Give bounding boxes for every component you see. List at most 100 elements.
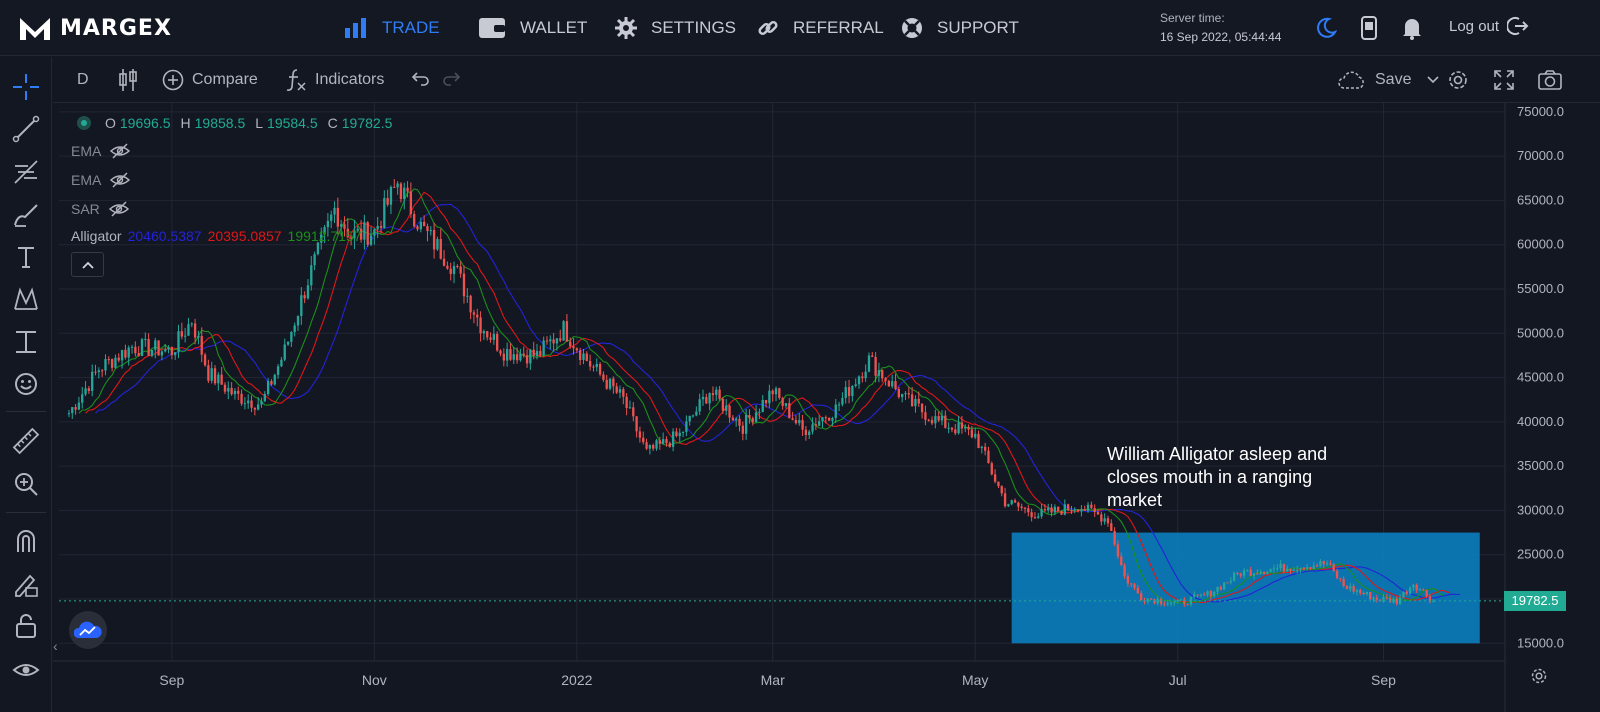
candle-body bbox=[940, 415, 944, 421]
ohlc-legend: O 19696.5 H 19858.5 L 19584.5 C 19782.5 bbox=[77, 115, 392, 131]
candle-body bbox=[778, 388, 781, 399]
hide-drawings-tool[interactable] bbox=[8, 652, 44, 688]
logout-button[interactable]: Log out bbox=[1449, 16, 1529, 36]
icons-tool[interactable] bbox=[8, 366, 44, 402]
candle-body bbox=[1312, 565, 1315, 569]
undo-button[interactable] bbox=[409, 65, 429, 95]
save-button[interactable]: Save bbox=[1337, 65, 1440, 95]
tradingview-logo[interactable] bbox=[69, 611, 107, 649]
candle-body bbox=[363, 222, 366, 240]
eye-hidden-icon[interactable] bbox=[108, 200, 130, 218]
indicator-ema-2[interactable]: EMA bbox=[71, 171, 131, 189]
nav-settings[interactable]: SETTINGS bbox=[615, 14, 736, 42]
chart-canvas[interactable]: 15000.020000.025000.030000.035000.040000… bbox=[53, 103, 1600, 712]
screenshot-button[interactable] bbox=[1537, 65, 1563, 95]
lifebuoy-icon bbox=[902, 18, 922, 38]
text-tool[interactable] bbox=[8, 239, 44, 275]
magnet-tool[interactable] bbox=[8, 523, 44, 559]
price-tick-label: 45000.0 bbox=[1517, 370, 1564, 385]
alligator-jaw-line bbox=[95, 203, 1460, 603]
eye-hidden-icon[interactable] bbox=[109, 171, 131, 189]
notifications-button[interactable] bbox=[1398, 14, 1426, 42]
chart-scale-settings-button[interactable] bbox=[1529, 666, 1551, 688]
candle-body bbox=[818, 421, 821, 426]
interval-button[interactable]: D bbox=[77, 65, 89, 95]
redo-button[interactable] bbox=[443, 65, 463, 95]
zoom-in-icon bbox=[15, 473, 38, 496]
ruler-tool[interactable] bbox=[8, 423, 44, 459]
candle-body bbox=[499, 350, 502, 354]
candle-body bbox=[738, 418, 741, 426]
candle-body bbox=[110, 359, 114, 368]
candle-body bbox=[492, 333, 496, 340]
candle-body bbox=[618, 389, 622, 393]
candle-body bbox=[565, 321, 569, 342]
margex-logo[interactable]: MARGEX bbox=[18, 10, 172, 46]
candle-body bbox=[977, 433, 980, 449]
toolbar-collapse-arrow[interactable]: ‹ bbox=[53, 638, 58, 654]
candle-body bbox=[1120, 556, 1123, 566]
candle-body bbox=[1123, 565, 1126, 577]
candle-body bbox=[791, 418, 794, 420]
candle-body bbox=[1043, 509, 1047, 511]
candle-body bbox=[685, 421, 688, 432]
zoom-tool[interactable] bbox=[8, 466, 44, 502]
trend-line-tool[interactable] bbox=[8, 111, 44, 147]
candle-body bbox=[296, 316, 300, 326]
interval-label: D bbox=[77, 71, 89, 88]
candle-body bbox=[336, 207, 340, 227]
nav-wallet[interactable]: WALLET bbox=[478, 14, 587, 42]
fib-tool[interactable] bbox=[8, 154, 44, 190]
logout-label: Log out bbox=[1449, 17, 1500, 35]
indicator-alligator[interactable]: Alligator 20460.5387 20395.0857 19912.71… bbox=[71, 228, 362, 244]
candle-body bbox=[346, 228, 349, 238]
candle-body bbox=[555, 338, 559, 344]
measure-projection-tool[interactable] bbox=[8, 324, 44, 360]
candle-body bbox=[1183, 599, 1186, 605]
chart-settings-button[interactable] bbox=[1446, 65, 1470, 95]
lock-drawings-tool[interactable] bbox=[8, 608, 44, 644]
nav-trade[interactable]: TRADE bbox=[344, 14, 440, 42]
candle-body bbox=[661, 439, 665, 444]
candle-body bbox=[1418, 589, 1422, 591]
candle-body bbox=[193, 323, 197, 338]
chart-type-button[interactable] bbox=[117, 65, 139, 95]
candle-body bbox=[237, 390, 240, 394]
candle-body bbox=[655, 440, 658, 449]
legend-collapse-button[interactable] bbox=[71, 252, 104, 277]
indicator-sar[interactable]: SAR bbox=[71, 200, 130, 218]
eye-hidden-icon[interactable] bbox=[109, 142, 131, 160]
candle-body bbox=[1342, 579, 1345, 587]
theme-toggle[interactable] bbox=[1312, 14, 1340, 42]
candle-body bbox=[107, 359, 110, 361]
candle-body bbox=[798, 420, 801, 424]
candle-body bbox=[217, 374, 220, 384]
candle-body bbox=[462, 273, 466, 297]
nav-support[interactable]: SUPPORT bbox=[901, 14, 1019, 42]
fullscreen-button[interactable] bbox=[1493, 65, 1515, 95]
candle-body bbox=[316, 242, 320, 255]
indicator-ema-1[interactable]: EMA bbox=[71, 142, 131, 160]
mobile-app-button[interactable] bbox=[1355, 14, 1383, 42]
compare-button[interactable]: Compare bbox=[162, 65, 258, 95]
candle-body bbox=[861, 376, 864, 379]
candle-body bbox=[993, 474, 997, 482]
nav-referral[interactable]: REFERRAL bbox=[757, 14, 884, 42]
chart-annotation[interactable]: William Alligator asleep and closes mout… bbox=[1107, 444, 1328, 510]
brush-tool[interactable] bbox=[8, 197, 44, 233]
pattern-tool[interactable] bbox=[8, 281, 44, 317]
price-chart[interactable]: 15000.020000.025000.030000.035000.040000… bbox=[53, 103, 1600, 712]
candle-body bbox=[983, 446, 987, 451]
candle-body bbox=[927, 419, 930, 421]
candle-body bbox=[904, 393, 907, 395]
time-tick-label: 2022 bbox=[561, 672, 592, 688]
time-tick-label: Mar bbox=[761, 672, 785, 688]
stay-in-drawing-tool[interactable] bbox=[8, 566, 44, 602]
crosshair-tool[interactable] bbox=[8, 69, 44, 105]
candle-body bbox=[1415, 584, 1418, 591]
indicators-button[interactable]: Indicators bbox=[285, 65, 384, 95]
candle-body bbox=[130, 346, 134, 348]
candle-body bbox=[701, 396, 705, 400]
candle-body bbox=[177, 331, 180, 353]
candle-body bbox=[323, 227, 326, 235]
